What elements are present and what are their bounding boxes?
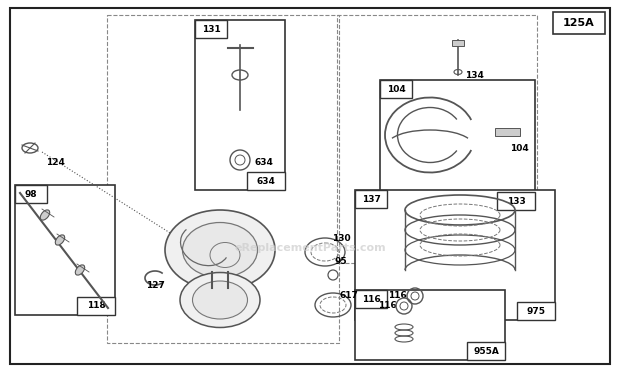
- Text: 131: 131: [202, 25, 220, 33]
- Text: 634: 634: [255, 157, 274, 167]
- Bar: [355, 190, 555, 320]
- Bar: [517, 302, 555, 320]
- Bar: [380, 80, 412, 98]
- Bar: [497, 192, 535, 210]
- Ellipse shape: [40, 210, 50, 220]
- Bar: [553, 12, 605, 34]
- Text: 634: 634: [257, 176, 275, 186]
- Bar: [77, 297, 115, 315]
- Bar: [195, 20, 285, 190]
- Text: 130: 130: [332, 234, 351, 243]
- Text: 134: 134: [465, 71, 484, 80]
- Text: 104: 104: [387, 84, 405, 93]
- Bar: [107, 15, 339, 343]
- Text: eReplacementParts.com: eReplacementParts.com: [234, 243, 386, 253]
- Ellipse shape: [182, 222, 257, 278]
- Text: 116: 116: [361, 295, 381, 304]
- Text: 955A: 955A: [473, 346, 499, 356]
- Text: 137: 137: [361, 195, 381, 203]
- Bar: [337, 15, 537, 263]
- Text: 127: 127: [146, 280, 164, 289]
- Text: 975: 975: [526, 307, 546, 315]
- Ellipse shape: [55, 235, 64, 245]
- Text: 104: 104: [510, 144, 529, 153]
- Bar: [15, 185, 115, 315]
- Ellipse shape: [180, 273, 260, 327]
- Text: 116: 116: [388, 291, 407, 299]
- Text: 133: 133: [507, 196, 525, 205]
- Bar: [355, 290, 505, 360]
- Ellipse shape: [192, 281, 247, 319]
- Bar: [15, 185, 47, 203]
- Bar: [467, 342, 505, 360]
- Bar: [495, 128, 520, 136]
- Text: 125A: 125A: [563, 18, 595, 28]
- Bar: [452, 40, 464, 46]
- Ellipse shape: [75, 265, 85, 275]
- Text: 124: 124: [45, 157, 64, 167]
- Bar: [247, 172, 285, 190]
- Bar: [355, 190, 387, 208]
- Bar: [380, 80, 535, 210]
- Bar: [195, 20, 227, 38]
- Text: 116: 116: [378, 301, 397, 310]
- Text: 98: 98: [25, 189, 37, 199]
- Bar: [355, 290, 387, 308]
- Text: 617: 617: [340, 291, 359, 299]
- Text: 95: 95: [335, 257, 348, 266]
- Text: 118: 118: [87, 301, 105, 311]
- Ellipse shape: [165, 210, 275, 290]
